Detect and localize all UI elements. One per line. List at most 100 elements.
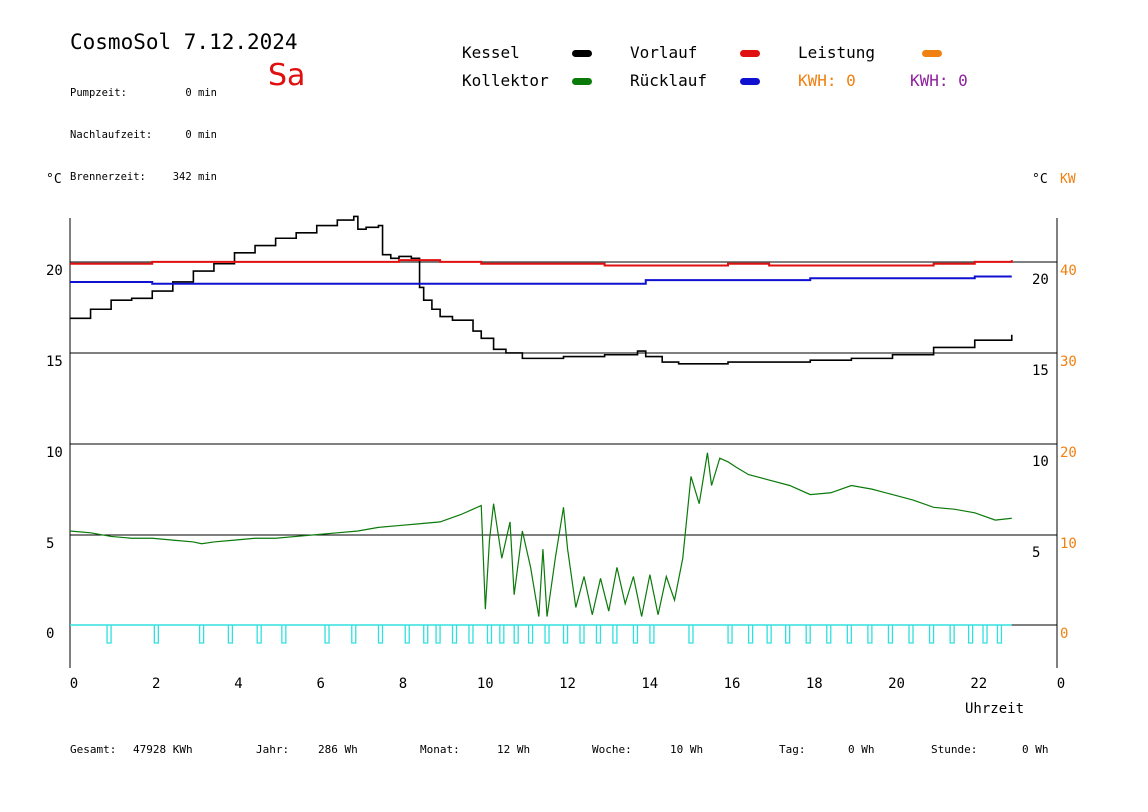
x-tick-label: 2 [152,676,160,692]
stat-label-nachlaufzeit: Nachlaufzeit: [70,129,153,141]
left-tick-label: 0 [46,626,54,642]
leistung-pulse [351,625,357,644]
leistung-pulse [908,625,914,644]
leistung-pulse [562,625,569,644]
stats-labels: Pumpzeit: Nachlaufzeit: Brennerzeit: [70,58,152,198]
left-tick-label: 20 [46,263,63,279]
leistung-pulse [805,625,811,644]
leistung-pulse [377,625,384,644]
stat-value-pumpzeit: 0 min [185,87,217,99]
leistung-pulse [887,625,894,644]
footer-jahr-value: 286 Wh [318,743,358,756]
x-tick-label: 20 [888,676,905,692]
right-c-tick-label: 5 [1032,545,1040,561]
legend-leistung-label: Leistung [798,43,876,62]
leistung-pulse [324,625,330,644]
leistung-pulse [198,625,205,644]
legend-vorlauf-label: Vorlauf [630,43,698,62]
leistung-pulse [766,625,772,644]
series-vorlauf-line [70,259,1013,267]
footer-gesamt-label: Gesamt: [70,743,117,756]
legend-kollektor-swatch [572,78,592,85]
leistung-pulse [727,625,733,644]
right-c-tick-label: 15 [1032,363,1049,379]
left-axis-unit: °C [46,172,62,187]
leistung-pulse [499,625,505,644]
legend-ruecklauf-label: Rücklauf [630,71,708,90]
leistung-pulse [982,625,988,644]
footer-tag-label: Tag: [779,743,806,756]
leistung-pulse [595,625,602,644]
x-tick-label: 0 [1057,676,1065,692]
footer-monat-label: Monat: [420,743,460,756]
leistung-pulse [227,625,234,644]
x-tick-label: 18 [806,676,823,692]
x-tick-label: 10 [477,676,494,692]
series-kollektor-line [69,452,1012,617]
weekday-label: Sa [268,58,306,93]
series-rcklauf-line [70,275,1012,285]
chart-title: CosmoSol 7.12.2024 [70,30,298,54]
x-tick-label: 4 [234,676,242,692]
left-tick-label: 5 [46,536,54,552]
stat-value-brennerzeit: 342 min [172,171,217,183]
leistung-pulse [468,625,474,644]
leistung-pulse [404,625,410,644]
leistung-pulse [996,625,1003,644]
x-tick-label: 22 [970,676,987,692]
legend-kwh-purple: KWH: 0 [910,71,968,90]
footer-woche-value: 10 Wh [670,743,704,756]
right-axis-unit-c: °C [1032,172,1048,187]
leistung-pulse [106,625,112,644]
x-tick-label: 14 [641,676,658,692]
leistung-pulse [632,625,639,644]
x-tick-label: 12 [559,676,576,692]
legend-ruecklauf-swatch [740,78,760,85]
leistung-pulse [579,625,585,644]
stat-value-nachlaufzeit: 0 min [185,129,217,141]
leistung-pulse [649,625,655,644]
right-kw-tick-label: 30 [1060,354,1077,370]
leistung-pulse [784,625,791,644]
footer-stunde-value: 0 Wh [1022,743,1049,756]
legend-leistung-swatch [922,50,942,57]
left-tick-label: 15 [46,354,63,370]
footer-tag-value: 0 Wh [848,743,875,756]
leistung-pulse [486,625,493,644]
leistung-pulse [256,625,262,644]
right-kw-tick-label: 40 [1060,263,1077,279]
x-tick-label: 16 [724,676,741,692]
x-tick-label: 6 [317,676,325,692]
legend-kwh-orange: KWH: 0 [798,71,856,90]
footer-woche-label: Woche: [592,743,632,756]
right-kw-tick-label: 0 [1060,626,1068,642]
leistung-pulse [928,625,935,644]
footer-monat-value: 12 Wh [497,743,531,756]
leistung-pulse [513,625,519,644]
legend-kollektor-label: Kollektor [462,71,549,90]
right-c-tick-label: 10 [1032,454,1049,470]
leistung-pulse [435,625,441,644]
leistung-pulse [688,625,694,644]
leistung-pulse [451,625,458,644]
right-c-tick-label: 20 [1032,272,1049,288]
right-kw-tick-label: 10 [1060,536,1077,552]
legend-kessel-swatch [572,50,592,57]
leistung-pulse [153,625,160,644]
footer-jahr-label: Jahr: [256,743,290,756]
leistung-pulse [423,625,429,644]
x-axis-label: Uhrzeit [965,701,1025,717]
right-axis-unit-kw: KW [1060,172,1076,187]
leistung-pulse [747,625,754,644]
series-kessel-line [70,215,1013,365]
leistung-pulse [544,625,550,644]
legend-vorlauf-swatch [740,50,760,57]
x-tick-label: 0 [70,676,78,692]
stats-values: 0 min 0 min 342 min [150,58,217,198]
footer-stunde-label: Stunde: [931,743,978,756]
leistung-pulse [527,625,534,644]
leistung-pulse [967,625,974,644]
stat-label-brennerzeit: Brennerzeit: [70,171,146,183]
leistung-pulse [846,625,852,644]
